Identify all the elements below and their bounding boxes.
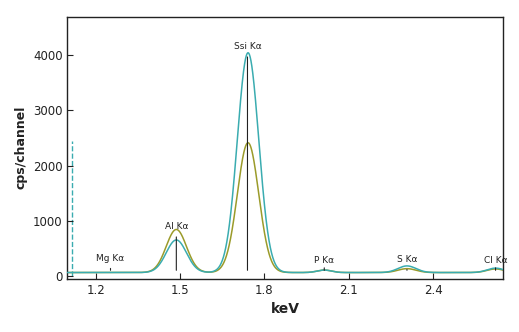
Text: Al Kα: Al Kα bbox=[165, 222, 188, 231]
X-axis label: keV: keV bbox=[271, 302, 300, 316]
Y-axis label: cps/channel: cps/channel bbox=[15, 106, 28, 190]
Text: Cl Kα: Cl Kα bbox=[484, 256, 508, 265]
Text: P Kα: P Kα bbox=[314, 256, 334, 265]
Text: S Kα: S Kα bbox=[397, 255, 417, 264]
Text: Mg Kα: Mg Kα bbox=[97, 254, 125, 263]
Text: Ssi Kα: Ssi Kα bbox=[234, 42, 262, 51]
